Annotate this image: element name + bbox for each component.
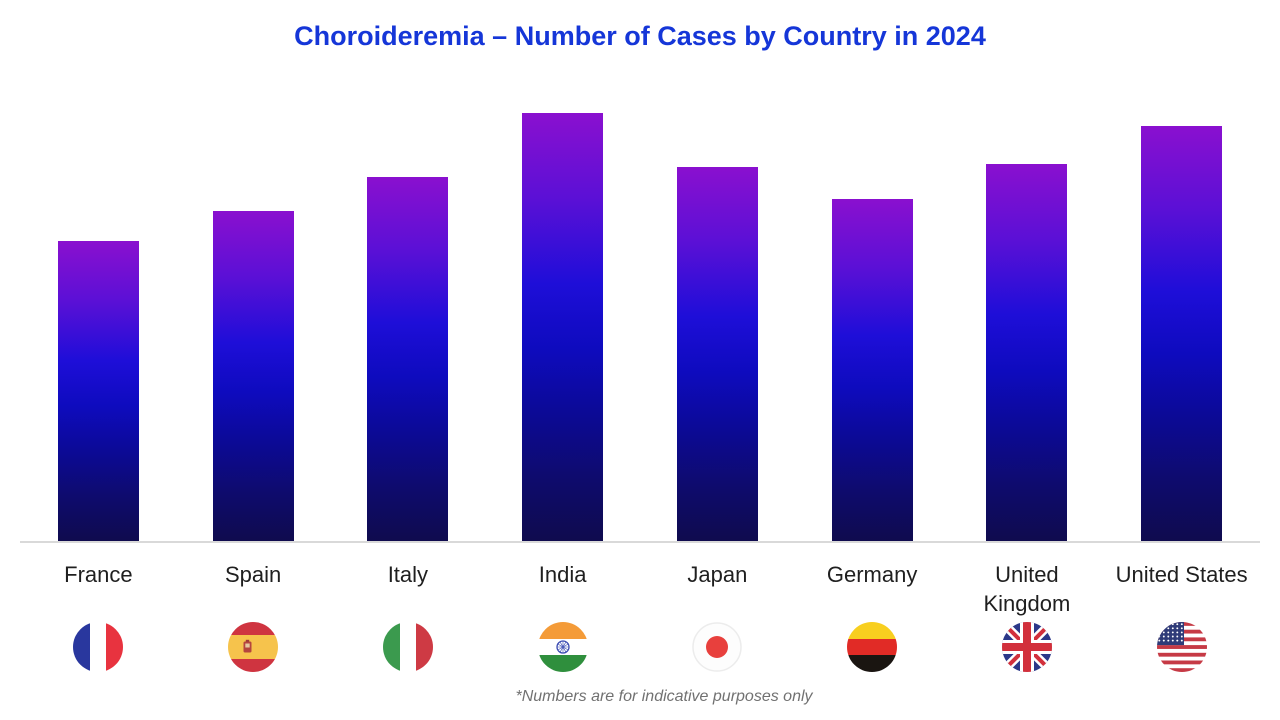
- column-japan: Japan: [640, 112, 795, 672]
- bar-area: [176, 112, 331, 541]
- france-flag-icon: [73, 622, 124, 672]
- bar-area: [950, 112, 1105, 541]
- spain-flag-icon: [228, 622, 279, 672]
- footnote: *Numbers are for indicative purposes onl…: [515, 688, 813, 705]
- bar-spain: [212, 211, 294, 541]
- japan-flag-icon: [692, 622, 743, 672]
- x-axis-baseline: [20, 541, 1260, 543]
- uk-flag-icon: [1001, 622, 1052, 672]
- column-france: France: [21, 112, 176, 672]
- india-flag-icon: [537, 622, 588, 672]
- country-label-india: India: [538, 562, 587, 587]
- bar-area: [640, 112, 795, 541]
- bar-france: [57, 241, 139, 541]
- country-label-united-states: United States: [1115, 562, 1248, 587]
- bar-italy: [367, 177, 449, 541]
- bar-area: [331, 112, 486, 541]
- germany-flag-icon: [847, 622, 898, 672]
- country-label-germany: Germany: [826, 562, 918, 587]
- column-spain: Spain: [176, 112, 331, 672]
- country-label-spain: Spain: [224, 562, 282, 587]
- chart-title: Choroideremia – Number of Cases by Count…: [294, 21, 986, 51]
- bar-germany: [831, 198, 913, 541]
- country-label-united-kingdom: United Kingdom: [983, 562, 1071, 616]
- bar-united-kingdom: [986, 164, 1068, 541]
- bar-india: [522, 113, 604, 541]
- country-label-italy: Italy: [387, 562, 429, 587]
- bar-united-states: [1141, 125, 1223, 541]
- bar-area: [1104, 112, 1259, 541]
- column-germany: Germany: [795, 112, 950, 672]
- bar-chart: France Spain It: [21, 112, 1259, 672]
- bar-area: [21, 112, 176, 541]
- bar-area: [795, 112, 950, 541]
- italy-flag-icon: [382, 622, 433, 672]
- us-flag-icon: [1156, 622, 1207, 672]
- column-italy: Italy: [331, 112, 486, 672]
- bar-japan: [676, 166, 758, 541]
- country-label-japan: Japan: [687, 562, 748, 587]
- column-united-kingdom: United Kingdom: [950, 112, 1105, 672]
- column-india: India: [485, 112, 640, 672]
- bar-area: [485, 112, 640, 541]
- column-united-states: United States: [1104, 112, 1259, 672]
- country-label-france: France: [64, 562, 133, 587]
